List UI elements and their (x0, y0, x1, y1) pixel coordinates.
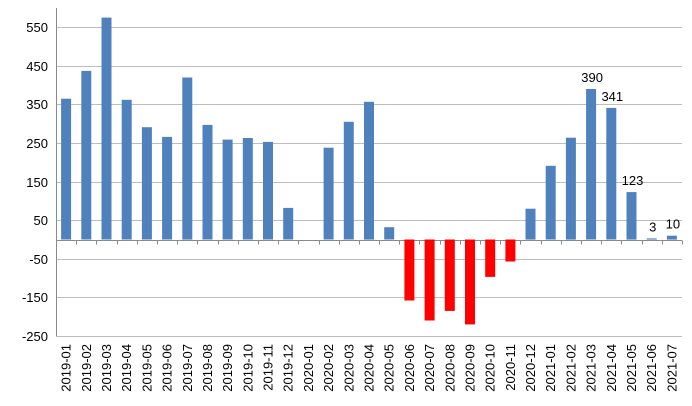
bar-2020-05 (384, 227, 395, 240)
bar-2021-02 (565, 137, 576, 240)
bar-2020-09 (465, 239, 475, 325)
bar-2019-04 (121, 99, 132, 240)
x-tick-label: 2020-09 (463, 344, 478, 392)
y-tick-label: -50 (29, 252, 48, 267)
bar-2020-04 (364, 101, 374, 240)
x-tick-label: 2020-06 (402, 344, 417, 392)
bar-2019-10 (242, 138, 253, 240)
bar-2019-09 (222, 139, 233, 240)
bar-2021-04 (606, 107, 617, 240)
x-tick-label: 2019-03 (99, 344, 114, 392)
bar-2021-01 (545, 165, 556, 240)
x-tick-label: 2019-08 (200, 344, 215, 392)
bar-2019-11 (263, 141, 273, 240)
bar-2019-02 (81, 70, 92, 240)
y-tick-labels: -250 -150 -50 50 150 250 350 450 550 (22, 20, 48, 344)
bar-2019-03 (101, 17, 112, 240)
bar-2019-01 (61, 98, 72, 240)
data-labels: 390 341 123 3 10 (581, 70, 680, 234)
bar-2020-11 (505, 239, 516, 262)
y-tick-label: 50 (34, 213, 48, 228)
x-tick-labels: 2019-01 2019-02 2019-03 2019-04 2019-05 2019-… (59, 344, 680, 392)
bar-2021-05 (626, 192, 637, 240)
x-tick-label: 2020-12 (523, 344, 538, 392)
x-tick-label: 2019-07 (180, 344, 195, 392)
x-tick-label: 2021-03 (584, 344, 599, 392)
bar-2020-08 (444, 239, 455, 311)
x-tick-label: 2019-06 (160, 344, 175, 392)
data-label: 341 (601, 89, 623, 104)
y-tick-label: 450 (26, 59, 48, 74)
y-tick-label: 550 (26, 20, 48, 35)
x-tick-label: 2021-01 (543, 344, 558, 392)
x-tick-label: 2020-03 (341, 344, 356, 392)
x-tick-label: 2020-05 (382, 344, 397, 392)
bars (61, 17, 677, 325)
bar-2019-08 (202, 124, 213, 240)
x-tick-label: 2019-04 (119, 344, 134, 392)
data-label: 3 (649, 219, 656, 234)
x-tick-label: 2021-05 (624, 344, 639, 392)
bar-2020-06 (404, 239, 415, 301)
x-tick-label: 2019-01 (59, 344, 74, 392)
x-tick-label: 2021-02 (563, 344, 578, 392)
x-tick-label: 2019-02 (79, 344, 94, 392)
bar-2020-07 (424, 239, 435, 321)
x-tick-label: 2019-10 (240, 344, 255, 392)
x-tick-label: 2019-09 (220, 344, 235, 392)
bar-2021-07 (666, 235, 677, 240)
x-tick-label: 2021-04 (604, 344, 619, 392)
data-label: 390 (581, 70, 603, 85)
y-tick-label: 350 (26, 97, 48, 112)
axes (56, 8, 683, 336)
y-tick-label: -250 (22, 329, 48, 344)
bar-2019-06 (162, 136, 173, 240)
data-label: 10 (666, 217, 680, 232)
x-tick-label: 2020-08 (442, 344, 457, 392)
bar-2019-12 (283, 207, 294, 240)
bar-2020-10 (485, 239, 496, 277)
x-tick-label: 2021-07 (664, 344, 679, 392)
x-tick-label: 2020-04 (362, 344, 377, 392)
x-tick-label: 2020-11 (503, 344, 518, 391)
data-label: 123 (622, 173, 644, 188)
bar-2021-06 (646, 238, 657, 240)
bar-2020-03 (343, 121, 354, 240)
bar-2020-02 (323, 147, 334, 240)
x-tick-label: 2020-07 (422, 344, 437, 392)
x-tick-label: 2019-12 (281, 344, 296, 392)
bar-2019-07 (182, 77, 193, 240)
y-tick-label: 150 (26, 175, 48, 190)
x-tick-label: 2019-11 (261, 344, 276, 391)
x-tick-label: 2019-05 (139, 344, 154, 392)
y-tick-label: 250 (26, 136, 48, 151)
x-tick-label: 2020-01 (301, 344, 316, 392)
x-tick-label: 2020-10 (483, 344, 498, 392)
bar-2019-05 (141, 127, 152, 240)
bar-2020-12 (525, 208, 536, 240)
x-tick-label: 2021-06 (644, 344, 659, 392)
bar-2021-03 (586, 89, 597, 240)
x-tick-label: 2020-02 (321, 344, 336, 392)
y-tick-label: -150 (22, 290, 48, 305)
